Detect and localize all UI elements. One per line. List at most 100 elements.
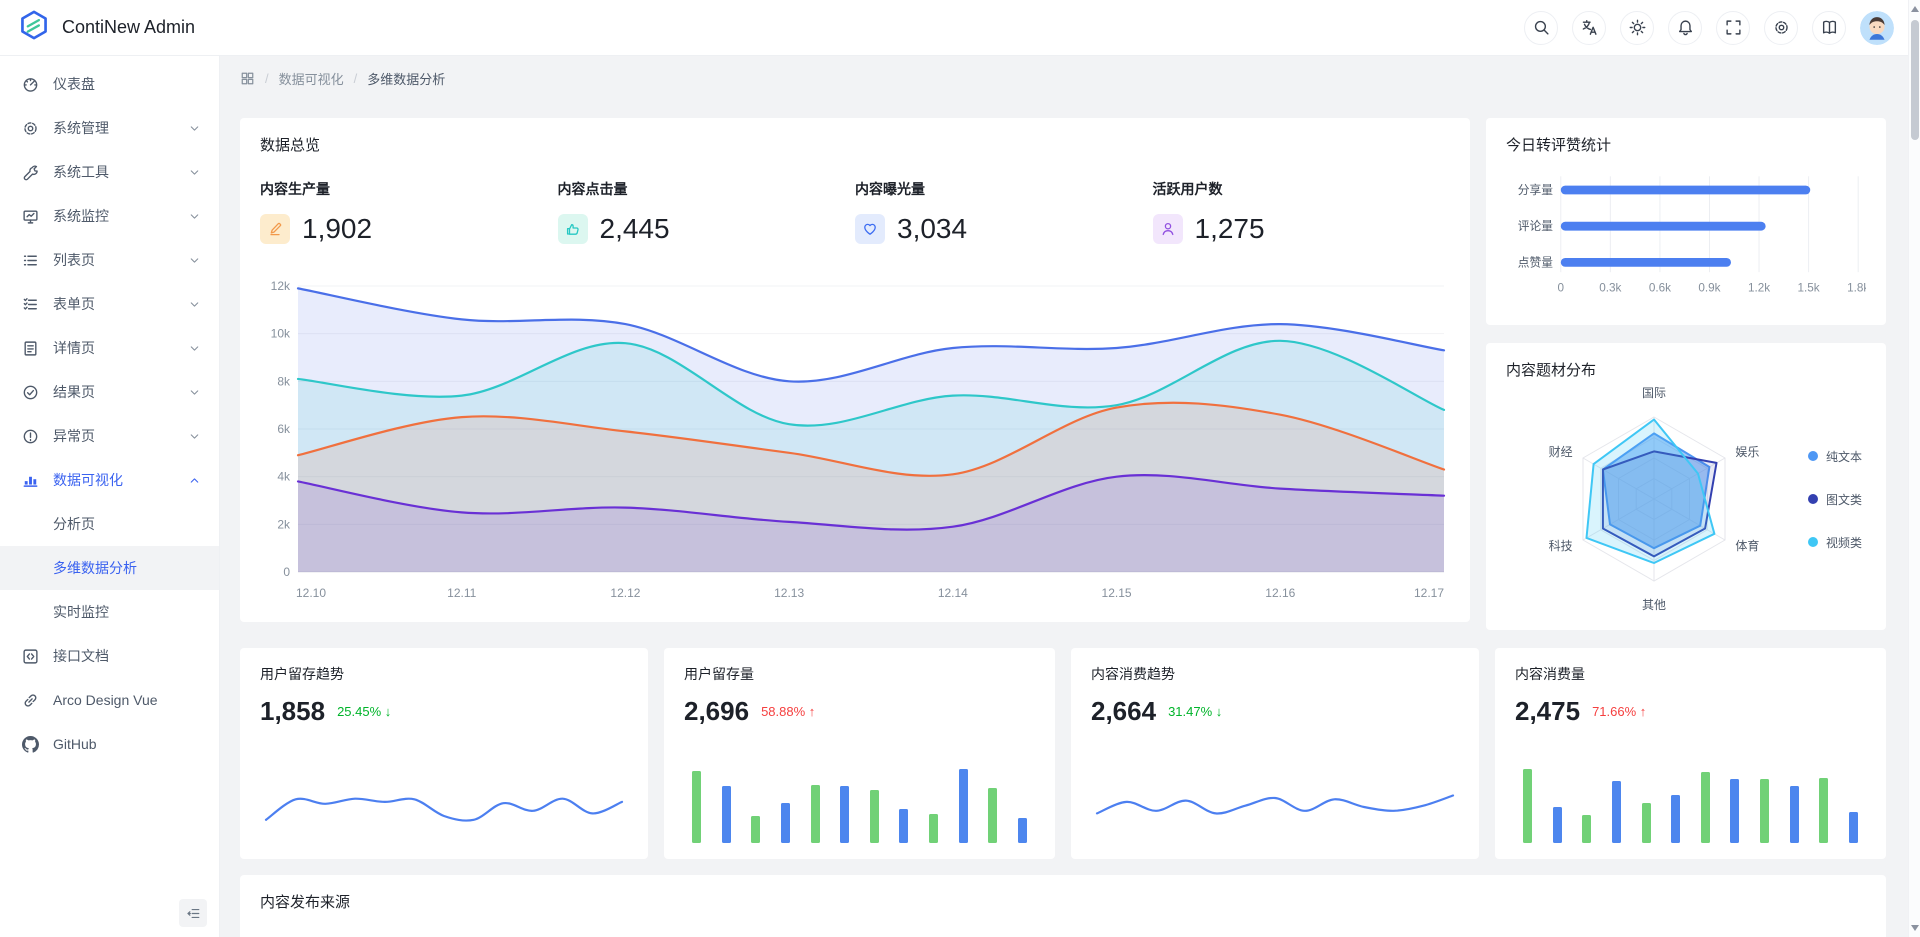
avatar[interactable] [1860, 10, 1894, 45]
metric-label: 活跃用户数 [1152, 181, 1223, 197]
sidebar-item-api-docs[interactable]: 接口文档 [0, 634, 219, 678]
sidebar-item-github[interactable]: GitHub [0, 722, 219, 766]
scrollbar-up-arrow[interactable] [1911, 6, 1919, 12]
header-fullscreen-button[interactable] [1716, 10, 1750, 45]
sidebar-subitem-realtime-monitor[interactable]: 实时监控 [0, 590, 219, 634]
mini-bar-chart [1515, 763, 1866, 843]
mini-bar [899, 809, 909, 843]
bell-icon [1677, 19, 1694, 36]
mini-bar [751, 816, 761, 843]
sidebar-item-list-page[interactable]: 列表页 [0, 238, 219, 282]
breadcrumb-item-data-visualization[interactable]: 数据可视化 [278, 71, 344, 87]
legend-dot [1808, 537, 1818, 547]
chevron-down-icon [188, 298, 201, 311]
api-icon [22, 648, 39, 665]
legend-item-0[interactable]: 纯文本 [1808, 448, 1862, 465]
sidebar: 仪表盘系统管理系统工具系统监控列表页表单页详情页结果页异常页 数据可视化分析页多维… [0, 56, 220, 937]
mini-bar-chart [684, 763, 1035, 843]
overview-title: 数据总览 [260, 137, 321, 154]
sidebar-item-system-tool[interactable]: 系统工具 [0, 150, 219, 194]
scrollbar-thumb[interactable] [1911, 20, 1919, 140]
svg-text:财经: 财经 [1549, 445, 1573, 459]
stat-card-3: 内容消费量 2,475 71.66% ↑ [1495, 648, 1886, 859]
svg-text:国际: 国际 [1642, 386, 1666, 400]
sidebar-item-system-admin[interactable]: 系统管理 [0, 106, 219, 150]
radar-legend: 纯文本图文类视频类 [1808, 448, 1862, 551]
list-icon [22, 252, 39, 269]
sidebar-item-result-page[interactable]: 结果页 [0, 370, 219, 414]
stat-card-value: 2,696 [684, 696, 750, 726]
svg-text:4k: 4k [277, 470, 291, 484]
sidebar-subitem-multi-dimension-analysis[interactable]: 多维数据分析 [0, 546, 219, 590]
mini-bar [1671, 795, 1681, 843]
metric-value: 3,034 [897, 213, 968, 244]
sidebar-collapse-button[interactable] [179, 899, 207, 927]
sidebar-item-label: 仪表盘 [53, 76, 95, 92]
svg-text:1.8k: 1.8k [1847, 282, 1866, 295]
mini-bar [1017, 818, 1027, 843]
overview-card: 数据总览 内容生产量 1,902 内容点击量 2,445 内容曝光量 3,034 活跃用户数… [240, 118, 1470, 622]
header-translate-button[interactable] [1572, 10, 1606, 45]
logo-area[interactable]: ContiNew Admin [18, 9, 195, 46]
delta-badge: 71.66% ↑ [1592, 704, 1647, 719]
github-icon [22, 735, 39, 753]
sidebar-item-label: 结果页 [53, 384, 95, 400]
mini-bar [810, 785, 820, 843]
delta-badge: 31.47% ↓ [1168, 704, 1223, 719]
sidebar-item-label: 表单页 [53, 296, 95, 312]
overview-area-chart: 0 2k 4k 6k 8k 10k 12k 12.10 12.11 12.12 12.13 12.14… [271, 279, 1446, 600]
header-docs-button[interactable] [1812, 10, 1846, 45]
metric-label: 内容生产量 [260, 181, 330, 197]
legend-dot [1808, 451, 1818, 461]
metric-2: 内容曝光量 3,034 [855, 179, 1153, 245]
svg-text:娱乐: 娱乐 [1735, 445, 1759, 459]
svg-text:1.2k: 1.2k [1748, 282, 1770, 295]
svg-text:12.14: 12.14 [938, 586, 968, 600]
app-header: ContiNew Admin [0, 0, 1920, 56]
stat-card-title: 用户留存量 [684, 666, 754, 682]
mini-line-chart [264, 797, 624, 822]
mini-bar [869, 790, 879, 843]
legend-item-1[interactable]: 图文类 [1808, 491, 1862, 508]
header-search-button[interactable] [1524, 10, 1558, 45]
breadcrumb-home-icon[interactable] [240, 71, 255, 86]
sidebar-item-exception-page[interactable]: 异常页 [0, 414, 219, 458]
legend-label: 视频类 [1826, 535, 1863, 550]
mini-bar [1760, 779, 1769, 843]
legend-item-2[interactable]: 视频类 [1808, 534, 1862, 551]
sun-icon [1629, 19, 1646, 36]
svg-text:12.16: 12.16 [1265, 586, 1295, 600]
sidebar-subitem-label: 分析页 [53, 516, 95, 532]
chevron-down-icon [188, 386, 201, 399]
scrollbar-down-arrow[interactable] [1911, 925, 1919, 931]
chevron-down-icon [188, 254, 201, 267]
sidebar-item-data-visualization[interactable]: 数据可视化 [0, 458, 219, 502]
mini-bar [692, 771, 701, 843]
sidebar-item-label: 列表页 [53, 252, 95, 268]
sidebar-item-label: 系统工具 [53, 164, 109, 180]
sidebar-item-arco-design-vue[interactable]: Arco Design Vue [0, 678, 219, 722]
sidebar-item-dashboard[interactable]: 仪表盘 [0, 62, 219, 106]
header-theme-button[interactable] [1620, 10, 1654, 45]
header-settings-button[interactable] [1764, 10, 1798, 45]
heart-icon [855, 214, 885, 244]
sidebar-item-label: 系统管理 [53, 120, 109, 136]
svg-text:12.12: 12.12 [610, 586, 640, 600]
svg-text:12k: 12k [271, 279, 291, 293]
sidebar-item-system-monitor[interactable]: 系统监控 [0, 194, 219, 238]
topic-radar-card: 内容题材分布 国际 娱乐 体育 其他 科技 财经 纯文本 图文类 视频类 [1486, 343, 1886, 630]
mini-bar [721, 786, 731, 843]
svg-text:6k: 6k [277, 422, 291, 436]
svg-text:0.6k: 0.6k [1649, 282, 1671, 295]
sidebar-item-detail-page[interactable]: 详情页 [0, 326, 219, 370]
sidebar-subitem-analysis-page[interactable]: 分析页 [0, 502, 219, 546]
sidebar-item-form-page[interactable]: 表单页 [0, 282, 219, 326]
main-content: / 数据可视化 / 多维数据分析 数据总览 内容生产量 1,902 内容点击量 2,4… [220, 56, 1908, 937]
sidebar-item-label: Arco Design Vue [53, 692, 158, 708]
chevron-down-icon [188, 210, 201, 223]
svg-text:12.13: 12.13 [774, 586, 804, 600]
breadcrumb-separator: / [353, 70, 358, 86]
app-title: ContiNew Admin [62, 17, 196, 37]
header-notifications-button[interactable] [1668, 10, 1702, 45]
mini-bar [1789, 786, 1799, 843]
